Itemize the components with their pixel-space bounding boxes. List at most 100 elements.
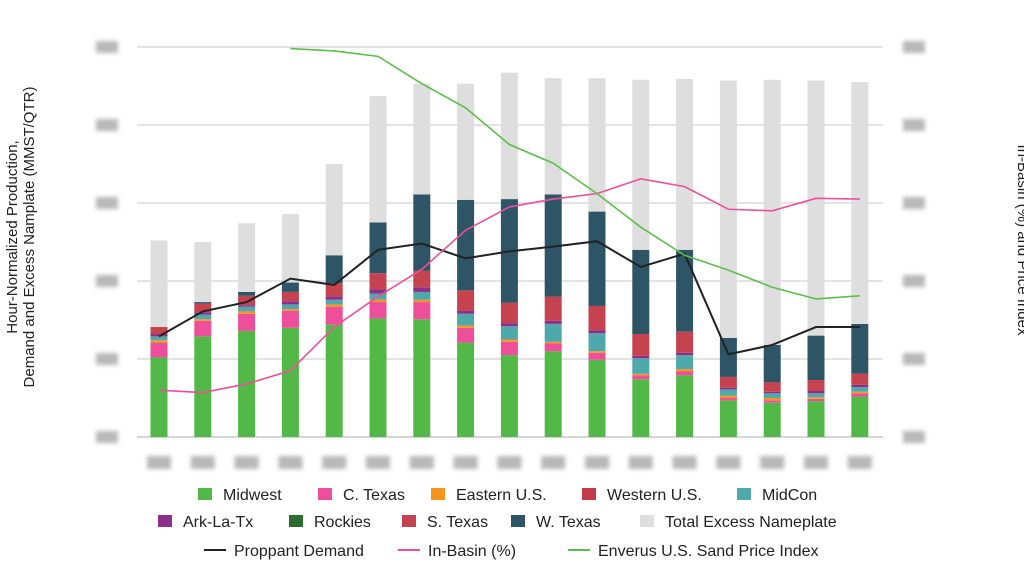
legend-swatch <box>511 515 525 527</box>
bar-segment-s-texas <box>632 334 650 356</box>
bar-segment-ark-la-tx <box>851 384 869 388</box>
bar-segment-midwest <box>369 318 387 437</box>
left-tick-label-obscured <box>96 197 118 209</box>
bar-segment-eastern-u-s <box>281 309 299 311</box>
bar-segment-c-texas <box>194 320 212 337</box>
bar-segment-midcon <box>807 393 825 398</box>
bar-segment-c-texas <box>413 302 431 320</box>
bar-segment-total-excess-nameplate <box>238 223 256 292</box>
bar-segment-eastern-u-s <box>194 319 212 321</box>
bar-segment-s-texas <box>325 283 343 297</box>
bar-segment-total-excess-nameplate <box>150 240 168 328</box>
bar-segment-c-texas <box>763 400 781 403</box>
bar-segment-midwest <box>676 375 694 437</box>
legend-label: C. Texas <box>343 487 405 504</box>
right-tick-label-obscured <box>903 197 925 209</box>
bar-segment-c-texas <box>719 398 737 401</box>
legend-swatch <box>640 515 654 527</box>
x-tick-label-obscured <box>716 456 741 469</box>
legend-item: Ark-La-Tx <box>158 514 253 531</box>
bar-segment-midcon <box>150 336 168 341</box>
bar-segment-eastern-u-s <box>763 398 781 401</box>
bar-segment-w-texas <box>719 337 737 377</box>
bar-segment-midcon <box>238 306 256 312</box>
bar-segment-ark-la-tx <box>238 305 256 307</box>
x-tick-label-obscured <box>804 456 828 469</box>
legend-swatch <box>158 515 172 527</box>
left-tick-label-obscured <box>96 119 118 131</box>
x-tick-label-obscured <box>234 456 259 469</box>
bar-segment-ark-la-tx <box>588 330 606 334</box>
legend-swatch <box>582 488 596 500</box>
bar-segment-midwest <box>457 342 475 437</box>
left-tick-label-obscured <box>96 41 118 53</box>
bar-segment-eastern-u-s <box>325 304 343 307</box>
bar-segment-eastern-u-s <box>457 325 475 328</box>
bar-segment-c-texas <box>676 371 694 376</box>
bar-segment-midcon <box>413 291 431 300</box>
legend-item: In-Basin (%) <box>398 543 516 560</box>
x-tick-label-obscured <box>497 456 522 469</box>
bar-segment-s-texas <box>457 290 475 311</box>
x-tick-label-obscured <box>409 456 434 469</box>
bar-segment-w-texas <box>281 282 299 292</box>
bar-segment-c-texas <box>588 352 606 360</box>
legend-label: Ark-La-Tx <box>183 514 253 531</box>
bar-segment-ark-la-tx <box>676 352 694 356</box>
bar-segment-w-texas <box>238 291 256 296</box>
bar-segment-ark-la-tx <box>719 387 737 390</box>
bar-segment-eastern-u-s <box>719 395 737 398</box>
x-tick-label-obscured <box>147 456 171 469</box>
bar-segment-c-texas <box>544 343 562 352</box>
bar-segment-w-texas <box>851 323 869 374</box>
bar-segment-c-texas <box>457 327 475 343</box>
y-axis-right-title: In-Basin (%) and Price Index <box>1014 145 1024 336</box>
bar-segment-c-texas <box>500 341 518 356</box>
bar-segment-midwest <box>807 401 825 437</box>
bar-segment-midwest <box>281 327 299 437</box>
legend-label: Rockies <box>314 514 371 531</box>
bar-segment-total-excess-nameplate <box>325 164 343 256</box>
bar-segment-total-excess-nameplate <box>369 96 387 223</box>
bar-segment-midwest <box>544 351 562 437</box>
bar-segment-w-texas <box>676 249 694 332</box>
bar-segment-c-texas <box>238 313 256 331</box>
bar-segment-s-texas <box>676 331 694 353</box>
right-tick-label-obscured <box>903 431 925 443</box>
bar-segment-eastern-u-s <box>851 391 869 394</box>
bar-segment-w-texas <box>588 211 606 306</box>
bar-segment-w-texas <box>369 222 387 274</box>
bar-segment-midwest <box>325 324 343 437</box>
bar-segment-total-excess-nameplate <box>632 79 650 250</box>
legend-swatch <box>737 488 751 500</box>
bar-segment-c-texas <box>807 398 825 402</box>
legend-item: Proppant Demand <box>204 543 364 560</box>
bar-segment-w-texas <box>413 194 431 271</box>
legend: Midwest C. Texas Eastern U.S. Western U.S. M… <box>158 487 837 560</box>
bar-segment-ark-la-tx <box>194 312 212 315</box>
bar-segment-s-texas <box>763 382 781 392</box>
x-tick-label-obscured <box>585 456 609 469</box>
bar-segment-s-texas <box>238 295 256 306</box>
bar-segment-ark-la-tx <box>763 391 781 394</box>
bar-segment-ark-la-tx <box>807 390 825 394</box>
legend-label: Total Excess Nameplate <box>665 514 837 531</box>
left-tick-label-obscured <box>96 353 118 365</box>
bar-segment-eastern-u-s <box>150 340 168 343</box>
legend-label: Western U.S. <box>607 487 702 504</box>
legend-label: In-Basin (%) <box>428 543 516 560</box>
bar-segment-ark-la-tx <box>369 289 387 294</box>
legend-item: MidCon <box>737 487 817 504</box>
bar-segment-total-excess-nameplate <box>676 78 694 250</box>
bar-segment-w-texas <box>632 249 650 335</box>
bar-segment-s-texas <box>150 327 168 335</box>
bar-segment-c-texas <box>150 342 168 358</box>
bar-segment-w-texas <box>457 199 475 291</box>
bar-segment-c-texas <box>281 310 299 328</box>
bar-segment-eastern-u-s <box>544 341 562 344</box>
bar-segment-total-excess-nameplate <box>544 78 562 195</box>
bar-segment-s-texas <box>413 270 431 288</box>
bar-segment-s-texas <box>807 380 825 391</box>
bar-segment-w-texas <box>544 194 562 297</box>
